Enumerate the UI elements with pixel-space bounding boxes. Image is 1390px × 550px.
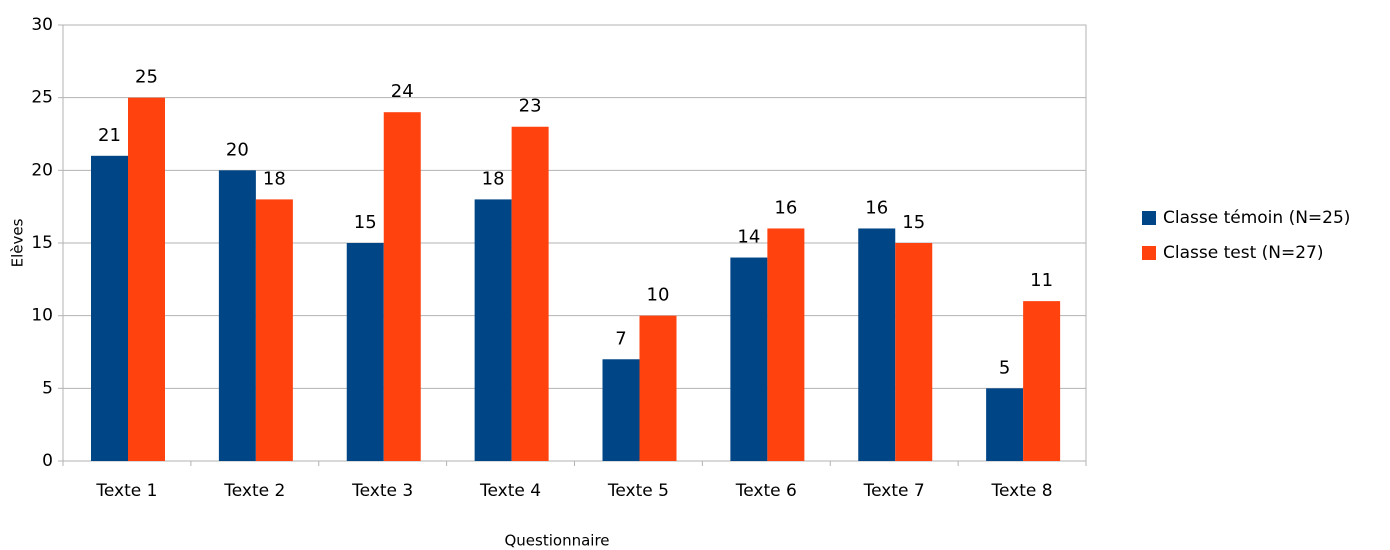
data-label: 20 — [226, 139, 249, 160]
y-tick-label: 0 — [42, 451, 53, 471]
y-tick-label: 10 — [31, 306, 53, 326]
data-label: 5 — [999, 357, 1010, 378]
y-tick-label: 20 — [31, 160, 53, 180]
bar — [602, 359, 640, 461]
x-tick-label: Texte 7 — [863, 481, 925, 501]
x-tick-label: Texte 3 — [351, 481, 413, 501]
legend-swatch — [1142, 246, 1156, 260]
data-label: 18 — [482, 168, 505, 189]
data-label: 24 — [391, 81, 414, 102]
bar — [858, 228, 896, 461]
x-tick-label: Texte 8 — [991, 481, 1053, 501]
bar — [1023, 301, 1061, 461]
data-label: 16 — [774, 197, 797, 218]
data-label: 11 — [1030, 270, 1053, 291]
legend-label: Classe témoin (N=25) — [1163, 208, 1350, 228]
bar — [511, 126, 549, 461]
bar — [986, 388, 1024, 461]
data-label: 18 — [263, 168, 286, 189]
bar — [730, 257, 768, 461]
x-axis-title: Questionnaire — [504, 532, 609, 550]
bar — [128, 97, 165, 462]
y-tick-label: 15 — [31, 233, 53, 253]
data-label: 16 — [865, 197, 888, 218]
bar — [474, 199, 512, 461]
bar — [255, 199, 293, 461]
y-tick-label: 30 — [31, 15, 53, 35]
data-label: 15 — [902, 212, 925, 233]
data-label: 14 — [737, 227, 760, 248]
data-label: 10 — [647, 285, 670, 306]
legend-swatch — [1142, 211, 1156, 225]
x-tick-label: Texte 4 — [479, 481, 541, 501]
y-axis-title: Elèves — [9, 218, 27, 267]
data-label: 23 — [519, 96, 542, 117]
bar — [91, 155, 128, 462]
x-tick-label: Texte 1 — [95, 481, 157, 501]
data-label: 21 — [98, 125, 121, 146]
bar — [639, 315, 677, 461]
data-label: 25 — [135, 67, 158, 88]
data-label: 15 — [354, 212, 377, 233]
bar — [895, 243, 933, 461]
x-tick-label: Texte 2 — [223, 481, 285, 501]
bar — [383, 112, 421, 461]
y-tick-label: 25 — [31, 88, 53, 108]
x-tick-label: Texte 5 — [607, 481, 669, 501]
bar — [218, 170, 256, 462]
bar — [346, 243, 384, 461]
y-tick-label: 5 — [42, 378, 53, 398]
bar — [767, 228, 805, 461]
x-tick-label: Texte 6 — [735, 481, 797, 501]
legend-label: Classe test (N=27) — [1163, 243, 1324, 263]
data-label: 7 — [615, 328, 626, 349]
